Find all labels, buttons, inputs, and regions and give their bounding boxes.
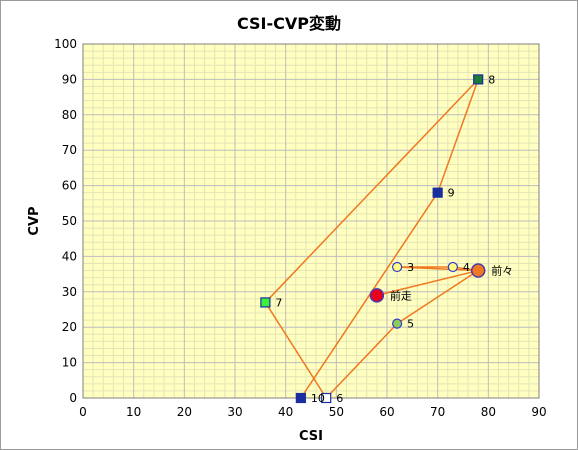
y-tick-label: 100 <box>54 37 77 51</box>
point-前走-marker <box>369 288 385 303</box>
grid <box>82 43 540 399</box>
point-8-label: 8 <box>488 73 495 86</box>
x-tick-label: 70 <box>430 405 445 419</box>
y-tick-label: 80 <box>62 108 77 122</box>
point-7-label: 7 <box>275 296 282 309</box>
point-9-label: 9 <box>448 187 455 200</box>
y-tick-label: 40 <box>62 249 77 263</box>
chart-title: CSI-CVP変動 <box>237 14 341 33</box>
plot-border <box>82 43 540 399</box>
point-10-label: 10 <box>311 392 325 405</box>
point-7-marker <box>260 297 271 308</box>
point-前走-label: 前走 <box>390 288 412 302</box>
y-tick-label: 20 <box>62 320 77 334</box>
markers: 前走 前々 3 4 5 6 7 8 9 10 <box>260 73 513 405</box>
y-tick-label: 30 <box>62 285 77 299</box>
tick-labels: 0 10 20 30 40 50 60 70 80 90 0 10 20 30 40 50 60 70 80 90 10… <box>54 37 547 419</box>
point-5-marker <box>392 318 403 329</box>
x-tick-label: 50 <box>329 405 344 419</box>
y-tick-label: 70 <box>62 143 77 157</box>
point-10-marker <box>295 392 306 404</box>
x-tick-label: 80 <box>481 405 496 419</box>
y-tick-label: 90 <box>62 72 77 86</box>
x-tick-label: 0 <box>79 405 87 419</box>
point-9-marker <box>432 187 443 198</box>
point-前々-marker <box>470 263 486 278</box>
point-8-marker <box>473 74 484 85</box>
x-tick-label: 60 <box>379 405 394 419</box>
x-tick-label: 20 <box>177 405 192 419</box>
y-tick-label: 50 <box>62 214 77 228</box>
point-3-marker <box>392 261 403 273</box>
point-4-label: 4 <box>463 261 470 274</box>
y-tick-label: 60 <box>62 179 77 193</box>
y-tick-label: 10 <box>62 356 77 370</box>
y-tick-label: 0 <box>69 391 77 405</box>
x-tick-label: 40 <box>278 405 293 419</box>
x-tick-label: 10 <box>126 405 141 419</box>
point-6-marker <box>321 392 332 404</box>
point-6-label: 6 <box>336 392 343 405</box>
y-axis-title: CVP <box>27 206 42 235</box>
point-3-label: 3 <box>407 261 414 274</box>
x-tick-label: 30 <box>227 405 242 419</box>
point-4-marker <box>447 261 458 273</box>
point-前々-label: 前々 <box>491 264 513 278</box>
x-axis-title: CSI <box>299 429 323 444</box>
x-tick-label: 90 <box>531 405 546 419</box>
point-5-label: 5 <box>407 318 414 331</box>
